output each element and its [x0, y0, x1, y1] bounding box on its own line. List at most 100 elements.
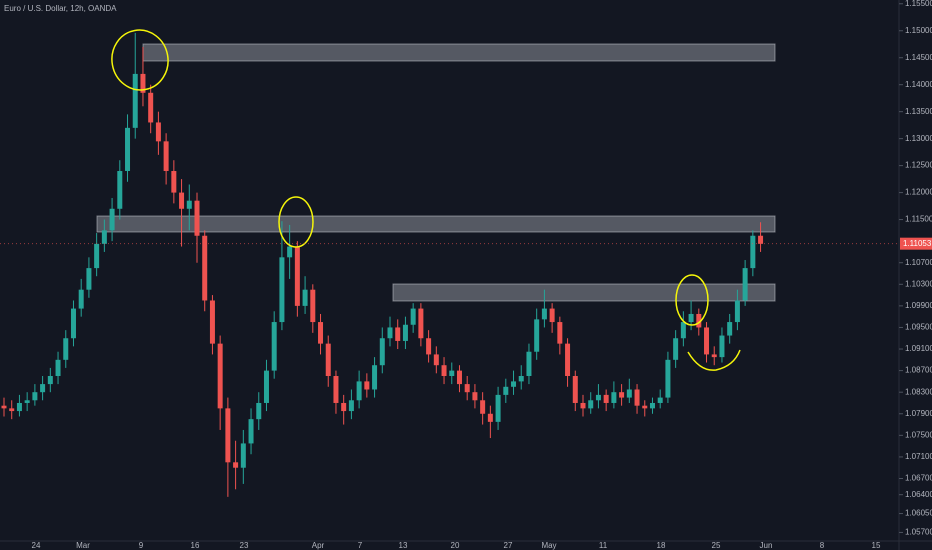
x-tick-label: 7 [358, 541, 363, 550]
candle-body [132, 73, 138, 128]
candle-body [549, 308, 555, 323]
candle-body [750, 235, 756, 269]
y-tick-label: 1.10700 [905, 258, 932, 267]
candle-body [240, 443, 246, 468]
candle-body [379, 338, 385, 366]
candle-body [256, 402, 262, 420]
highlight-circle [278, 196, 314, 248]
candle-body [727, 322, 733, 336]
candle-body [526, 351, 532, 377]
candle-body [279, 257, 285, 323]
candle-body [534, 319, 540, 352]
candle-body [86, 268, 92, 290]
candle-body [410, 308, 416, 325]
candle-body [63, 338, 69, 360]
last-price-badge [900, 237, 932, 250]
candle-body [464, 384, 470, 393]
candle-body [16, 402, 22, 412]
resistance-zone [96, 215, 776, 233]
y-tick-label: 1.06400 [905, 490, 932, 499]
candle-body [310, 289, 316, 323]
last-price-label: 1.11053 [903, 239, 932, 248]
y-tick-label: 1.11500 [905, 215, 932, 224]
candle-body [734, 300, 740, 323]
y-tick-label: 1.07100 [905, 452, 932, 461]
candle-body [680, 322, 686, 339]
candle-body [70, 308, 76, 339]
y-tick-label: 1.12000 [905, 188, 932, 197]
candle-body [263, 370, 269, 403]
candle-body [449, 370, 455, 377]
y-tick-label: 1.08700 [905, 366, 932, 375]
candle-body [619, 392, 625, 398]
candle-body [758, 235, 764, 244]
y-tick-label: 1.09900 [905, 301, 932, 310]
candle-body [657, 397, 663, 403]
candle-body [32, 392, 38, 401]
y-tick-label: 1.14000 [905, 80, 932, 89]
x-tick-label: 8 [820, 541, 825, 550]
x-tick-label: Jun [760, 541, 773, 550]
candle-body [78, 289, 84, 309]
candle-body [148, 92, 154, 123]
candle-body [557, 322, 563, 344]
x-tick-label: 27 [504, 541, 513, 550]
candle-body [642, 405, 648, 409]
y-tick-label: 1.06700 [905, 474, 932, 483]
candle-body [418, 308, 424, 339]
y-tick-label: 1.15000 [905, 26, 932, 35]
y-tick-label: 1.15500 [905, 0, 932, 8]
chart-title: Euro / U.S. Dollar, 12h, OANDA [4, 4, 117, 13]
y-tick-label: 1.05700 [905, 528, 932, 537]
zones [96, 43, 776, 302]
x-tick-label: Apr [312, 541, 325, 550]
y-tick-label: 1.13000 [905, 134, 932, 143]
candle-body [649, 402, 655, 409]
candle-body [24, 400, 30, 403]
highlight-arc [687, 349, 741, 371]
candle-body [333, 376, 339, 403]
y-tick-label: 1.08300 [905, 387, 932, 396]
candle-body [433, 354, 439, 366]
candle-body [117, 171, 123, 209]
candle-body [626, 389, 632, 398]
candle-body [225, 408, 231, 463]
y-tick-label: 1.07500 [905, 430, 932, 439]
candle-body [325, 343, 331, 377]
candle-body [441, 365, 447, 377]
resistance-zone [392, 283, 776, 302]
candle-body [541, 308, 547, 320]
candle-body [47, 376, 53, 385]
y-tick-label: 1.13500 [905, 107, 932, 116]
candle-body [395, 327, 401, 341]
x-tick-label: 24 [32, 541, 41, 550]
candle-body [356, 381, 362, 401]
candle-body [372, 365, 378, 390]
candle-body [595, 394, 601, 401]
candle-body [565, 343, 571, 377]
y-tick-label: 1.14500 [905, 53, 932, 62]
candle-body [688, 313, 694, 323]
candle-body [248, 419, 254, 444]
candle-body [94, 243, 100, 269]
candle-body [742, 268, 748, 301]
candle-body [511, 381, 517, 387]
candle-body [209, 300, 215, 344]
x-tick-label: 20 [451, 541, 460, 550]
resistance-zone [142, 43, 776, 62]
candle-body [580, 402, 586, 409]
candle-body [155, 122, 161, 142]
y-tick-label: 1.09100 [905, 344, 932, 353]
candle-body [634, 389, 640, 406]
candle-body [472, 392, 478, 401]
candle-body [402, 324, 408, 341]
candle-body [109, 208, 115, 231]
candle-body [163, 141, 169, 172]
x-tick-label: 18 [657, 541, 666, 550]
candle-body [487, 413, 493, 422]
candle-body [456, 370, 462, 385]
candle-body [503, 386, 509, 395]
candle-body [233, 462, 239, 468]
